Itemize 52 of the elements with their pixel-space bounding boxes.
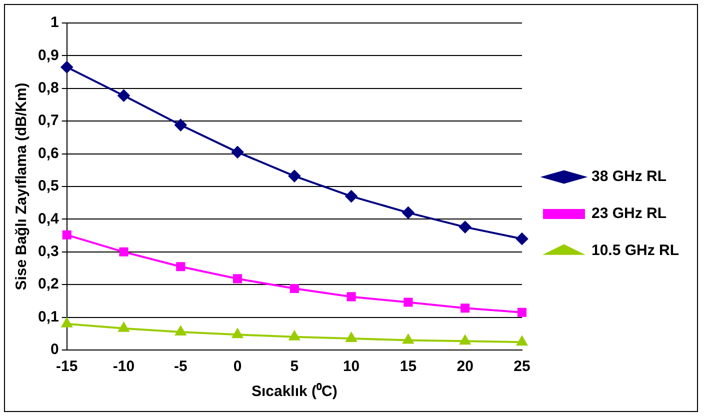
- y-tick-label: 0,9: [38, 46, 59, 64]
- point: [346, 332, 357, 342]
- point: [118, 322, 130, 332]
- y-tick-label: 0,7: [38, 112, 59, 130]
- y-tick-label: 0,2: [38, 276, 59, 293]
- legend-label: 10.5 GHz RL: [591, 242, 680, 260]
- point: [402, 206, 414, 219]
- point: [62, 318, 72, 328]
- point: [289, 330, 300, 340]
- x-tick-label: 25: [514, 358, 530, 376]
- point: [345, 190, 358, 202]
- point: [175, 326, 186, 336]
- y-tick-label: 0,8: [38, 80, 59, 97]
- point: [174, 119, 187, 132]
- y-tick-label: 0,4: [38, 210, 60, 228]
- point: [402, 334, 414, 344]
- x-tick-label: 20: [456, 358, 474, 376]
- point: [232, 146, 244, 158]
- y-tick-label: 0,5: [38, 178, 59, 195]
- point: [60, 61, 73, 74]
- x-axis-title: Sıcaklık (⁰C): [251, 382, 338, 400]
- y-axis-title: Sise Bağlı Zayıflama (dB/Km): [13, 82, 30, 290]
- y-tick-label: 1: [50, 14, 59, 32]
- point: [232, 328, 243, 338]
- y-tick-label: 0,1: [38, 308, 59, 326]
- point: [516, 336, 528, 346]
- x-tick-label: 10: [342, 358, 360, 376]
- point: [232, 274, 242, 284]
- point: [404, 298, 413, 307]
- point: [460, 304, 470, 313]
- y-tick-label: 0,3: [38, 243, 59, 260]
- legend-label: 23 GHz RL: [591, 205, 666, 222]
- x-tick-label: 0: [233, 358, 242, 376]
- x-tick-label: 5: [290, 358, 299, 376]
- x-tick-label: -15: [56, 358, 78, 376]
- point: [517, 308, 527, 317]
- x-tick-label: -5: [174, 358, 188, 376]
- point: [62, 230, 72, 240]
- legend-label: 38 GHz RL: [591, 168, 666, 186]
- y-tick-label: 0: [50, 341, 59, 358]
- point: [288, 170, 300, 182]
- point: [118, 90, 130, 102]
- point: [460, 335, 470, 345]
- x-tick-label: 15: [400, 358, 417, 376]
- point: [516, 232, 528, 245]
- point: [346, 292, 356, 302]
- x-tick-label: -10: [112, 358, 135, 376]
- point: [290, 284, 299, 294]
- point: [459, 221, 472, 234]
- point: [176, 262, 186, 272]
- point: [119, 247, 128, 256]
- y-tick-label: 0,6: [38, 144, 59, 162]
